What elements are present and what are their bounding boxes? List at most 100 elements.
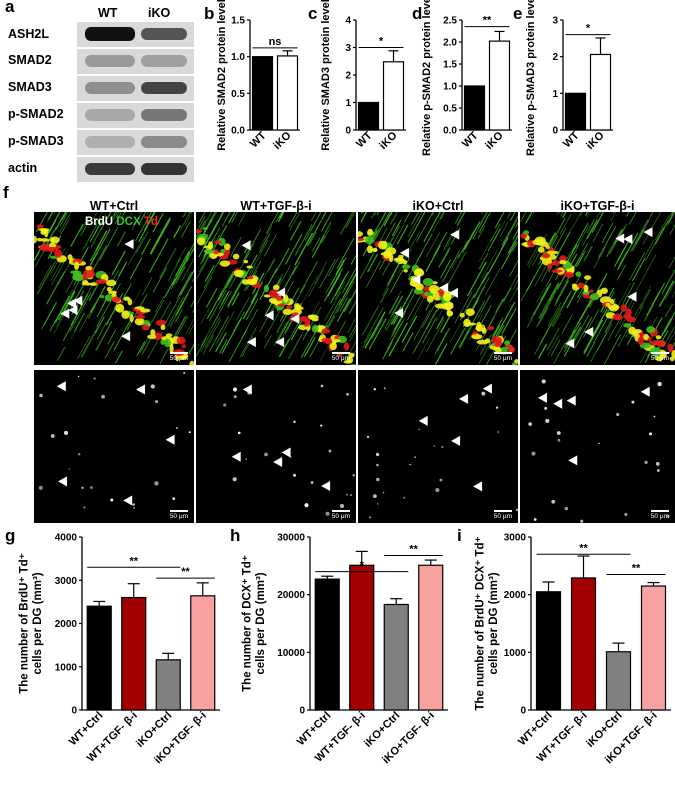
y-tick-label: 0.5 <box>443 104 457 115</box>
y-tick-label: 1000 <box>55 662 78 673</box>
significance-label: ** <box>181 566 190 578</box>
bar-chart-g: 0 1000 2000 3000 4000 The number of BrdU⁺ Td⁺… <box>19 533 220 766</box>
y-tick-label: 20000 <box>277 590 305 601</box>
scale-bar-line <box>331 352 350 354</box>
scale-bar: 50 μm <box>331 352 350 362</box>
arrowhead-marker <box>56 381 66 392</box>
micrograph-brdu: 50 μm <box>196 370 356 523</box>
arrowhead-marker <box>448 287 458 298</box>
arrowhead-marker <box>482 383 492 394</box>
bar <box>276 55 299 131</box>
blot-band <box>141 163 187 175</box>
arrowhead-marker <box>473 481 483 492</box>
arrowhead-marker <box>537 392 547 403</box>
panel-letter-e: e <box>513 4 523 23</box>
arrowhead-marker <box>135 384 145 395</box>
arrowhead-marker <box>321 481 331 492</box>
arrowhead-marker <box>241 240 251 251</box>
significance-label: * <box>586 23 591 35</box>
bar-chart-e: 0 1 2 3 Relative p-SMAD3 protein level WT iKO * <box>525 0 613 156</box>
micrograph-brdu: 50 μm <box>520 370 675 523</box>
panel-letter-d: d <box>412 4 423 23</box>
arrowhead-marker <box>273 456 283 467</box>
y-tick-label: 3000 <box>55 576 78 587</box>
stain-label-dcx: DCX <box>116 216 141 228</box>
blot-strip-smad3 <box>77 76 194 101</box>
scale-bar-label: 50 μm <box>331 513 350 520</box>
arrowhead-marker <box>68 305 78 316</box>
x-category-label: WT <box>561 129 582 150</box>
significance-label: ** <box>483 15 492 27</box>
arrowhead-marker <box>394 308 404 319</box>
y-tick-label: 3000 <box>504 533 527 544</box>
bar <box>382 61 405 131</box>
arrowhead-marker <box>276 287 286 298</box>
scale-bar-label: 50 μm <box>493 355 512 362</box>
bar <box>121 596 147 711</box>
scale-bar-line <box>331 510 350 512</box>
blot-row-label: ASH2L <box>8 27 49 41</box>
micrograph-title: iKO+TGF-β-i <box>560 199 635 213</box>
blot-column-iko: iKO <box>148 6 171 20</box>
arrowhead-marker <box>123 495 133 506</box>
blot-band <box>141 136 187 148</box>
scale-bar-line <box>169 352 188 354</box>
scale-bar-label: 50 μm <box>650 513 669 520</box>
y-tick-label: 4000 <box>55 533 78 544</box>
arrowhead-marker <box>124 239 134 250</box>
panel-letter-i: i <box>457 526 462 545</box>
panel-letter-g: g <box>5 526 16 545</box>
arrowhead-marker <box>623 234 633 245</box>
arrowhead-marker <box>627 291 637 302</box>
arrowhead-marker <box>553 398 563 409</box>
blot-band <box>141 28 187 40</box>
y-tick-label: 3 <box>552 16 558 27</box>
y-axis-label: The number of BrdU⁺ DCX⁺ Td⁺cells per DG… <box>475 536 500 710</box>
x-category-label: iKO <box>483 129 506 152</box>
y-axis-label: Relative SMAD2 protein level <box>216 0 228 151</box>
arrowhead-marker <box>290 313 300 324</box>
bar <box>349 564 375 711</box>
micrograph-merged: 50 μm <box>34 212 194 365</box>
micrograph-brdu: 50 μm <box>34 370 194 523</box>
blot-strip-actin <box>77 157 194 182</box>
arrowhead-marker <box>58 476 68 487</box>
arrowhead-marker <box>615 233 625 244</box>
blot-band <box>85 55 135 67</box>
y-axis-label: Relative p-SMAD3 protein level <box>525 0 537 156</box>
arrowhead-marker <box>640 386 650 397</box>
scale-bar: 50 μm <box>493 510 512 520</box>
blot-band <box>141 82 187 94</box>
y-tick-label: 30000 <box>277 533 305 544</box>
y-tick-label: 2 <box>345 71 351 82</box>
x-category-label: iKO <box>271 129 294 152</box>
y-axis-label-line: cells per DG (mm³) <box>255 572 267 674</box>
y-axis-label: Relative p-SMAD2 protein level <box>421 0 433 156</box>
y-tick-label: 1.0 <box>231 52 245 63</box>
y-axis-label: The number of BrdU⁺ Td⁺cells per DG (mm³… <box>19 553 44 694</box>
blot-row-label: actin <box>8 161 38 175</box>
bar <box>251 56 274 131</box>
scale-bar-line <box>650 352 669 354</box>
y-tick-label: 0 <box>345 126 351 137</box>
arrowhead-marker <box>568 455 578 466</box>
scale-bar-line <box>650 510 669 512</box>
blot-row-label: p-SMAD3 <box>8 134 64 148</box>
x-category-label: WT <box>460 129 481 150</box>
bar-chart-d: 0.0 0.5 1.0 1.5 2.0 2.5 Relative p-SMAD2 prote… <box>421 0 512 156</box>
bar <box>86 605 112 711</box>
arrowhead-marker <box>165 434 175 445</box>
scale-bar: 50 μm <box>650 352 669 362</box>
arrowhead-marker <box>275 337 285 348</box>
x-category-label: WT <box>248 129 269 150</box>
micrograph-title: WT+TGF-β-i <box>240 199 312 213</box>
blot-band <box>85 27 135 41</box>
arrowhead-marker <box>459 393 469 404</box>
significance-label: ** <box>579 542 588 554</box>
significance-label: * <box>379 36 384 48</box>
scale-bar: 50 μm <box>650 510 669 520</box>
y-axis-label-line: cells per DG (mm³) <box>488 572 500 674</box>
arrowhead-marker <box>418 415 428 426</box>
blot-band <box>85 109 135 121</box>
